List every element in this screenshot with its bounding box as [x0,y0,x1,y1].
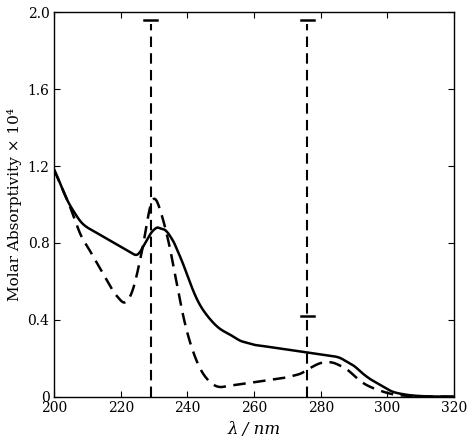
X-axis label: λ / nm: λ / nm [228,421,281,438]
Y-axis label: Molar Absorptivity × 10⁴: Molar Absorptivity × 10⁴ [7,108,22,301]
